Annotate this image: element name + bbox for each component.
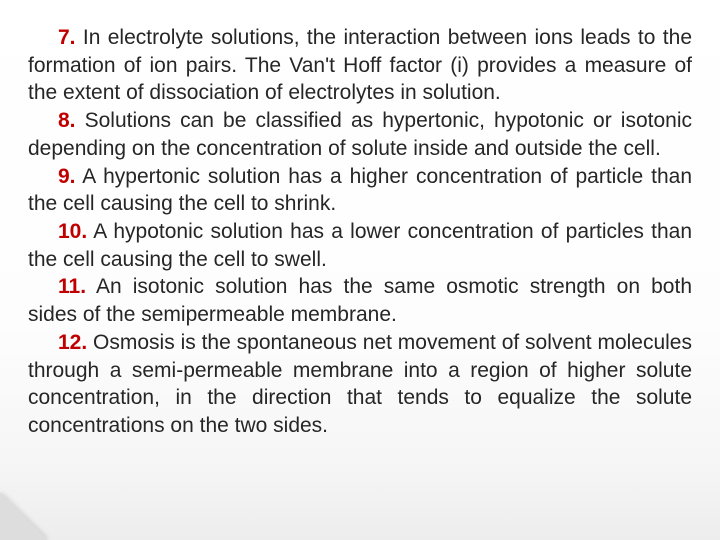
list-item: 12. Osmosis is the spontaneous net movem… (28, 329, 692, 440)
item-text: In electrolyte solutions, the interactio… (28, 26, 692, 104)
list-item: 8. Solutions can be classified as hypert… (28, 107, 692, 162)
list-item: 9. A hypertonic solution has a higher co… (28, 163, 692, 218)
item-text: Osmosis is the spontaneous net movement … (28, 331, 692, 437)
list-item: 11. An isotonic solution has the same os… (28, 273, 692, 328)
item-text: A hypertonic solution has a higher conce… (28, 165, 692, 216)
item-text: Solutions can be classified as hypertoni… (28, 109, 692, 160)
item-number: 7. (58, 26, 76, 49)
item-number: 10. (58, 220, 87, 243)
list-item: 10. A hypotonic solution has a lower con… (28, 218, 692, 273)
item-number: 9. (58, 165, 76, 188)
slide-text-block: 7. In electrolyte solutions, the interac… (28, 24, 692, 440)
list-item: 7. In electrolyte solutions, the interac… (28, 24, 692, 107)
item-number: 8. (58, 109, 76, 132)
page-curl-decoration (0, 492, 48, 540)
item-text: A hypotonic solution has a lower concent… (28, 220, 692, 271)
item-text: An isotonic solution has the same osmoti… (28, 275, 692, 326)
item-number: 11. (58, 275, 86, 298)
item-number: 12. (58, 331, 87, 354)
